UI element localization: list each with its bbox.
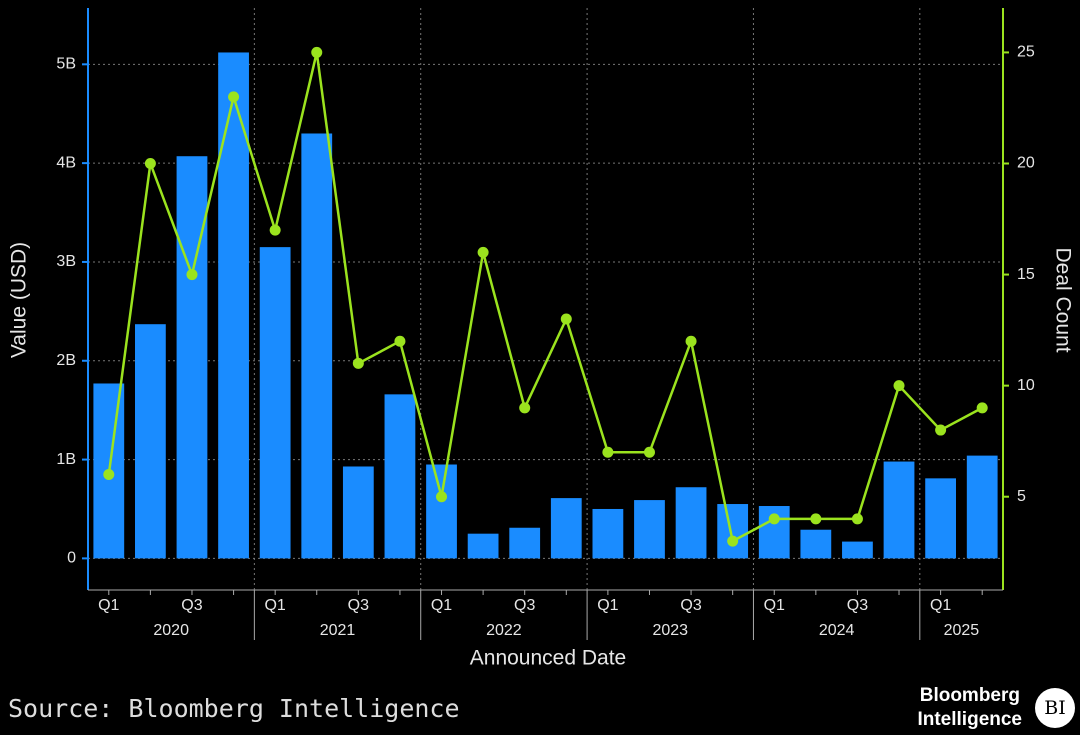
point: [685, 335, 697, 347]
point: [144, 157, 156, 169]
y2-tick-label: 25: [1017, 44, 1035, 61]
year-label: 2023: [652, 622, 688, 639]
year-label: 2021: [320, 622, 356, 639]
x-axis-label: Announced Date: [470, 647, 626, 670]
point: [810, 513, 822, 525]
y2-tick-label: 5: [1017, 488, 1026, 505]
point: [643, 446, 655, 458]
x-tick-label: Q3: [847, 597, 868, 614]
logo-line: Bloomberg: [920, 685, 1020, 706]
bar: [176, 156, 208, 559]
point: [893, 380, 905, 392]
point: [851, 513, 863, 525]
bar: [675, 487, 707, 559]
x-tick-label: Q1: [764, 597, 785, 614]
x-tick-label: Q1: [930, 597, 951, 614]
point: [436, 491, 448, 503]
point: [103, 468, 115, 480]
source: Source: Bloomberg Intelligence: [8, 694, 460, 723]
point: [602, 446, 614, 458]
bar: [925, 478, 957, 559]
bar: [384, 394, 416, 559]
bar: [800, 529, 832, 559]
point: [935, 424, 947, 436]
y-tick-label: 4B: [56, 154, 76, 171]
point: [560, 313, 572, 325]
point: [186, 269, 198, 281]
point: [519, 402, 531, 414]
year-label: 2022: [486, 622, 522, 639]
bar: [509, 527, 541, 559]
bar: [592, 508, 624, 559]
line: [107, 52, 983, 544]
point: [727, 535, 739, 547]
point: [269, 224, 281, 236]
year-label: 2025: [944, 622, 980, 639]
x-tick-label: Q1: [597, 597, 618, 614]
bar: [467, 533, 499, 559]
point: [768, 513, 780, 525]
bar: [426, 464, 457, 559]
point: [477, 246, 489, 258]
y-tick-label: 5B: [56, 56, 76, 73]
logo-line: Intelligence: [917, 709, 1022, 730]
point: [976, 402, 988, 414]
bar: [883, 461, 915, 559]
bar: [259, 247, 291, 559]
y2-tick-label: 15: [1017, 266, 1035, 283]
y2-tick-label: 20: [1017, 155, 1035, 172]
badge-circle: [1035, 688, 1075, 728]
badge: BI: [1044, 697, 1065, 719]
bar: [966, 455, 998, 559]
y-tick-label: 0: [67, 550, 76, 567]
y-tick-label: 2B: [56, 352, 76, 369]
bar: [550, 498, 582, 559]
y-axis-label: Value (USD): [8, 242, 31, 358]
bar: [842, 541, 873, 559]
year-label: 2024: [819, 622, 855, 639]
x-tick-label: Q3: [348, 597, 369, 614]
x-tick-label: Q1: [264, 597, 285, 614]
y-tick-label: 1B: [56, 451, 76, 468]
y-tick-label: 3B: [56, 253, 76, 270]
x-tick-label: Q1: [431, 597, 452, 614]
point: [352, 357, 364, 369]
bar: [717, 504, 749, 559]
bar: [342, 466, 374, 559]
bar: [134, 324, 166, 559]
point: [311, 46, 323, 58]
y2-tick-label: 10: [1017, 377, 1035, 394]
point: [394, 335, 406, 347]
year-label: 2020: [153, 622, 189, 639]
point: [228, 91, 240, 103]
bar: [634, 500, 665, 559]
y2-axis-label: Deal Count: [1051, 247, 1074, 352]
x-tick-label: Q3: [680, 597, 701, 614]
x-tick-label: Q3: [181, 597, 202, 614]
x-tick-label: Q3: [514, 597, 535, 614]
bar: [301, 133, 333, 559]
x-tick-label: Q1: [98, 597, 119, 614]
